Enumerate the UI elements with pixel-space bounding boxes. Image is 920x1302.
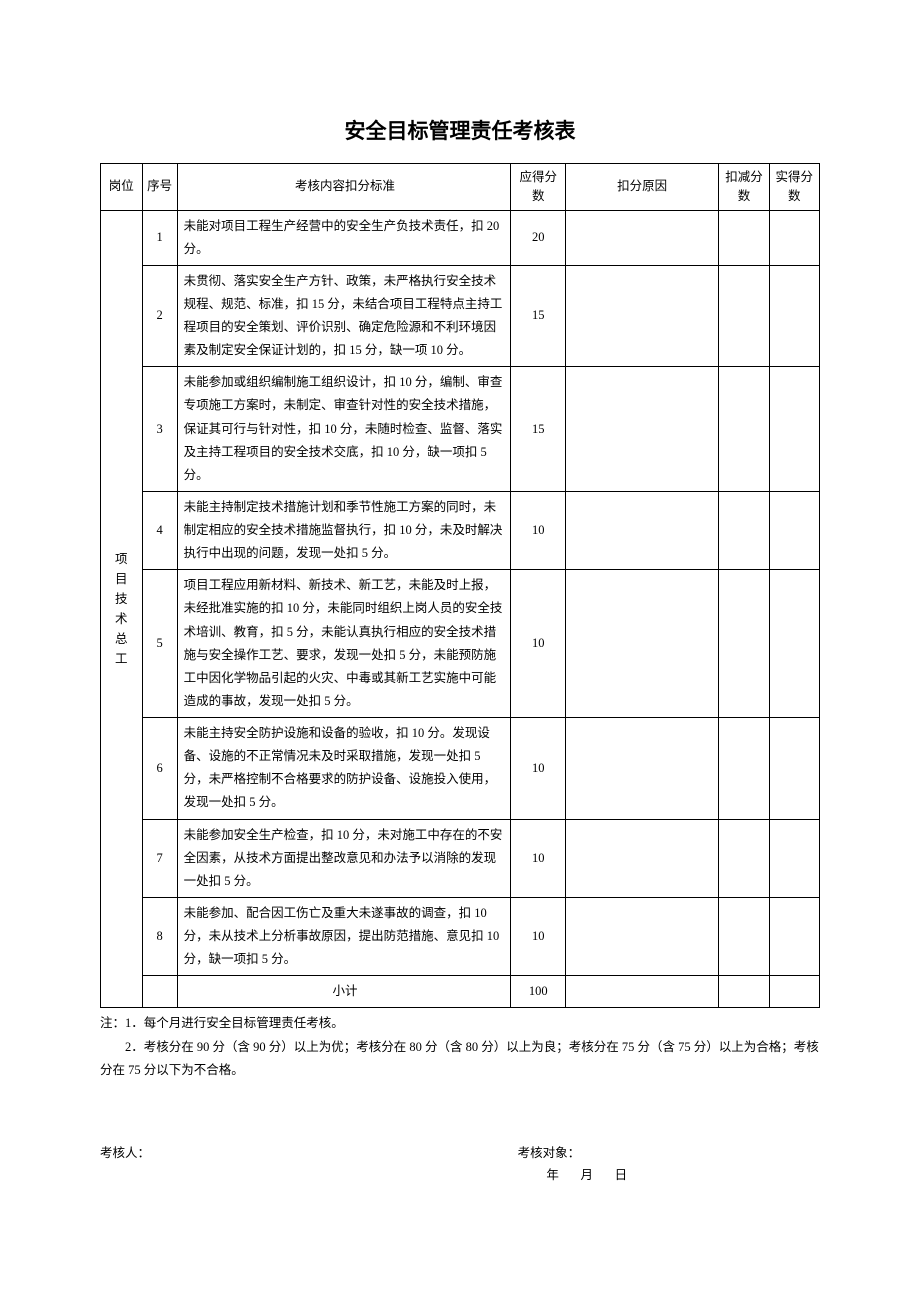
content-cell: 未能参加安全生产检查，扣 10 分，未对施工中存在的不安全因素，从技术方面提出整… — [177, 819, 511, 897]
deduction-cell — [719, 718, 769, 820]
table-row: 7未能参加安全生产检查，扣 10 分，未对施工中存在的不安全因素，从技术方面提出… — [101, 819, 820, 897]
reason-cell — [566, 210, 719, 265]
score-cell: 20 — [511, 210, 566, 265]
date-label: 年 月 日 — [100, 1164, 820, 1183]
reason-cell — [566, 718, 719, 820]
col-header-reason: 扣分原因 — [566, 164, 719, 211]
content-cell: 未能参加或组织编制施工组织设计，扣 10 分，编制、审查专项施工方案时，未制定、… — [177, 367, 511, 492]
score-cell: 10 — [511, 897, 566, 975]
assessor-label: 考核人： — [100, 1142, 518, 1161]
col-header-post: 岗位 — [101, 164, 143, 211]
subtotal-score-cell: 100 — [511, 976, 566, 1008]
deduction-cell — [719, 491, 769, 569]
subtotal-reason-cell — [566, 976, 719, 1008]
actual-cell — [769, 265, 819, 367]
content-cell: 未能参加、配合因工伤亡及重大未遂事故的调查，扣 10 分，未从技术上分析事故原因… — [177, 897, 511, 975]
table-header-row: 岗位 序号 考核内容扣分标准 应得分数 扣分原因 扣减分数 实得分数 — [101, 164, 820, 211]
subtotal-row: 小计100 — [101, 976, 820, 1008]
subtotal-ded-cell — [719, 976, 769, 1008]
score-cell: 15 — [511, 265, 566, 367]
target-label: 考核对象： — [518, 1142, 820, 1161]
actual-cell — [769, 819, 819, 897]
table-row: 8未能参加、配合因工伤亡及重大未遂事故的调查，扣 10 分，未从技术上分析事故原… — [101, 897, 820, 975]
index-cell: 4 — [142, 491, 177, 569]
table-row: 项目技术总工1未能对项目工程生产经营中的安全生产负技术责任，扣 20 分。20 — [101, 210, 820, 265]
content-cell: 未能主持安全防护设施和设备的验收，扣 10 分。发现设备、设施的不正常情况未及时… — [177, 718, 511, 820]
col-header-content: 考核内容扣分标准 — [177, 164, 511, 211]
subtotal-idx-cell — [142, 976, 177, 1008]
actual-cell — [769, 210, 819, 265]
table-row: 5项目工程应用新材料、新技术、新工艺，未能及时上报，未经批准实施的扣 10 分，… — [101, 570, 820, 718]
col-header-index: 序号 — [142, 164, 177, 211]
deduction-cell — [719, 570, 769, 718]
index-cell: 2 — [142, 265, 177, 367]
deduction-cell — [719, 897, 769, 975]
score-cell: 15 — [511, 367, 566, 492]
actual-cell — [769, 367, 819, 492]
content-cell: 未能对项目工程生产经营中的安全生产负技术责任，扣 20 分。 — [177, 210, 511, 265]
deduction-cell — [719, 367, 769, 492]
index-cell: 1 — [142, 210, 177, 265]
score-cell: 10 — [511, 491, 566, 569]
notes-block: 注：1．每个月进行安全目标管理责任考核。 2．考核分在 90 分（含 90 分）… — [100, 1012, 820, 1081]
reason-cell — [566, 819, 719, 897]
table-row: 3未能参加或组织编制施工组织设计，扣 10 分，编制、审查专项施工方案时，未制定… — [101, 367, 820, 492]
col-header-actual: 实得分数 — [769, 164, 819, 211]
col-header-score: 应得分数 — [511, 164, 566, 211]
content-cell: 项目工程应用新材料、新技术、新工艺，未能及时上报，未经批准实施的扣 10 分，未… — [177, 570, 511, 718]
table-row: 6未能主持安全防护设施和设备的验收，扣 10 分。发现设备、设施的不正常情况未及… — [101, 718, 820, 820]
reason-cell — [566, 570, 719, 718]
deduction-cell — [719, 819, 769, 897]
deduction-cell — [719, 265, 769, 367]
index-cell: 8 — [142, 897, 177, 975]
post-cell: 项目技术总工 — [101, 210, 143, 1008]
reason-cell — [566, 491, 719, 569]
note-line-1: 注：1．每个月进行安全目标管理责任考核。 — [100, 1012, 820, 1035]
subtotal-label-cell: 小计 — [177, 976, 511, 1008]
index-cell: 5 — [142, 570, 177, 718]
subtotal-act-cell — [769, 976, 819, 1008]
col-header-deduction: 扣减分数 — [719, 164, 769, 211]
table-row: 2未贯彻、落实安全生产方针、政策，未严格执行安全技术规程、规范、标准，扣 15 … — [101, 265, 820, 367]
reason-cell — [566, 367, 719, 492]
signature-row: 考核人： 考核对象： — [100, 1142, 820, 1161]
reason-cell — [566, 897, 719, 975]
score-cell: 10 — [511, 819, 566, 897]
index-cell: 6 — [142, 718, 177, 820]
note-line-2: 2．考核分在 90 分（含 90 分）以上为优；考核分在 80 分（含 80 分… — [100, 1036, 820, 1082]
table-row: 4未能主持制定技术措施计划和季节性施工方案的同时，未制定相应的安全技术措施监督执… — [101, 491, 820, 569]
assessment-table: 岗位 序号 考核内容扣分标准 应得分数 扣分原因 扣减分数 实得分数 项目技术总… — [100, 163, 820, 1008]
deduction-cell — [719, 210, 769, 265]
actual-cell — [769, 491, 819, 569]
index-cell: 3 — [142, 367, 177, 492]
page-title: 安全目标管理责任考核表 — [100, 115, 820, 145]
actual-cell — [769, 718, 819, 820]
score-cell: 10 — [511, 718, 566, 820]
content-cell: 未能主持制定技术措施计划和季节性施工方案的同时，未制定相应的安全技术措施监督执行… — [177, 491, 511, 569]
content-cell: 未贯彻、落实安全生产方针、政策，未严格执行安全技术规程、规范、标准，扣 15 分… — [177, 265, 511, 367]
actual-cell — [769, 570, 819, 718]
index-cell: 7 — [142, 819, 177, 897]
reason-cell — [566, 265, 719, 367]
actual-cell — [769, 897, 819, 975]
score-cell: 10 — [511, 570, 566, 718]
